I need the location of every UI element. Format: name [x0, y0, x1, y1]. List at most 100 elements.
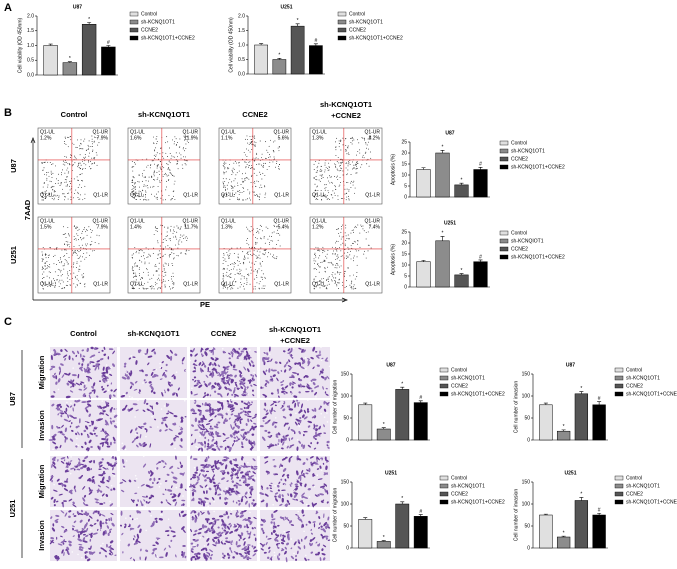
significance-mark: * [563, 530, 565, 536]
event-dot [353, 165, 354, 166]
event-dot [170, 173, 171, 174]
event-dot [263, 286, 264, 287]
pore [136, 518, 138, 520]
event-dot [157, 240, 158, 241]
row-label: U251 [9, 246, 18, 264]
event-dot [65, 259, 66, 260]
event-dot [336, 284, 337, 285]
legend-swatch [500, 157, 508, 161]
event-dot [81, 148, 82, 149]
event-dot [42, 254, 43, 255]
event-dot [76, 263, 77, 264]
event-dot [152, 160, 153, 161]
event-dot [46, 257, 47, 258]
event-dot [77, 275, 78, 276]
event-dot [341, 162, 342, 163]
event-dot [67, 184, 68, 185]
event-dot [369, 245, 370, 246]
event-dot [348, 235, 349, 236]
event-dot [259, 164, 260, 165]
event-dot [335, 259, 336, 260]
event-dot [334, 163, 335, 164]
event-dot [250, 143, 251, 144]
event-dot [256, 255, 257, 256]
quadrant-name: Q1-LR [93, 281, 108, 287]
event-dot [335, 274, 336, 275]
event-dot [223, 183, 224, 184]
cell-line-label: U251 [8, 500, 17, 518]
event-dot [227, 268, 228, 269]
legend-label: CCNE2 [511, 156, 528, 162]
pore [164, 405, 166, 407]
event-dot [267, 169, 268, 170]
event-dot [335, 247, 336, 248]
event-dot [254, 254, 255, 255]
y-tick-label: 50 [524, 415, 530, 421]
event-dot [321, 166, 322, 167]
chart-title: U251 [565, 470, 577, 476]
event-dot [42, 268, 43, 269]
event-dot [255, 144, 256, 145]
event-dot [79, 184, 80, 185]
event-dot [157, 289, 158, 290]
event-dot [163, 281, 164, 282]
y-tick-label: 100 [341, 501, 350, 507]
event-dot [252, 167, 253, 168]
event-dot [226, 275, 227, 276]
event-dot [85, 231, 86, 232]
event-dot [338, 162, 339, 163]
event-dot [174, 184, 175, 185]
event-dot [186, 164, 187, 165]
quadrant-name: Q1-LR [183, 281, 198, 287]
quadrant-percent: 5.6% [278, 135, 290, 141]
event-dot [257, 242, 258, 243]
event-dot [92, 250, 93, 251]
event-dot [240, 192, 241, 193]
event-dot [135, 164, 136, 165]
pore [280, 467, 282, 469]
y-tick-label: 20 [401, 150, 407, 156]
event-dot [327, 177, 328, 178]
event-dot [238, 257, 239, 258]
pore [253, 372, 255, 374]
event-dot [179, 153, 180, 154]
quadrant-percent: 1.6% [130, 135, 142, 141]
bar [396, 389, 409, 440]
significance-mark: * [297, 18, 299, 24]
event-dot [187, 238, 188, 239]
event-dot [226, 272, 227, 273]
event-dot [42, 163, 43, 164]
event-dot [173, 258, 174, 259]
event-dot [238, 273, 239, 274]
event-dot [347, 257, 348, 258]
event-dot [271, 240, 272, 241]
pore [155, 558, 157, 560]
y-tick-label: 25 [401, 229, 407, 235]
event-dot [70, 136, 71, 137]
event-dot [58, 260, 59, 261]
event-dot [161, 169, 162, 170]
event-dot [153, 286, 154, 287]
event-dot [278, 240, 279, 241]
event-dot [233, 269, 234, 270]
event-dot [234, 264, 235, 265]
event-dot [225, 167, 226, 168]
pore [108, 390, 110, 392]
bar [291, 26, 304, 74]
event-dot [82, 180, 83, 181]
event-dot [246, 284, 247, 285]
pore [150, 515, 152, 517]
pore [283, 531, 285, 533]
y-tick-label: 0 [404, 284, 407, 290]
event-dot [75, 190, 76, 191]
assay-label: Invasion [37, 520, 46, 551]
legend-label: Control [626, 367, 642, 373]
event-dot [182, 164, 183, 165]
pore [270, 525, 272, 527]
pore [281, 380, 283, 382]
event-dot [145, 199, 146, 200]
event-dot [85, 154, 86, 155]
event-dot [363, 155, 364, 156]
event-dot [133, 277, 134, 278]
event-dot [244, 276, 245, 277]
